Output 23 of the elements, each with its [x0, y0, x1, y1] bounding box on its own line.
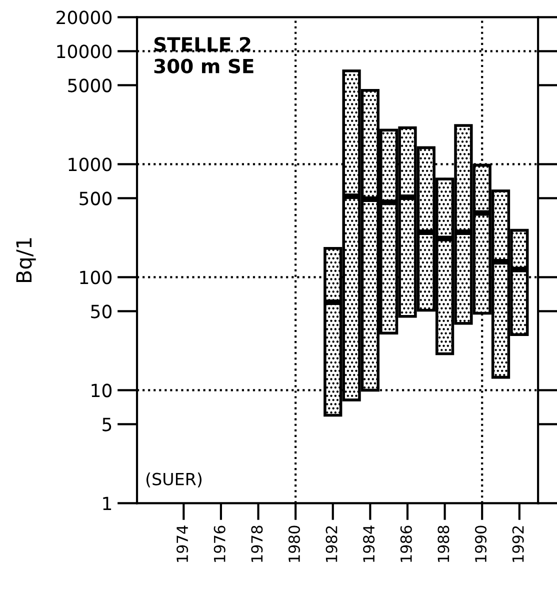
x-tick-label: 1978: [251, 526, 263, 562]
x-tick-label: 1974: [176, 526, 188, 562]
x-tick-label: 1992: [512, 526, 524, 562]
y-tick-label: 100: [80, 270, 112, 284]
y-tick-label: 20000: [56, 10, 112, 24]
y-tick-label: 10000: [57, 44, 112, 58]
y-tick-label: 50: [91, 304, 112, 318]
y-axis-title: Bq/1: [16, 238, 36, 282]
x-tick-label: 1976: [214, 526, 226, 562]
y-tick-label: 10: [92, 384, 112, 398]
y-tick-label: 500: [80, 192, 112, 206]
x-tick-label: 1982: [326, 526, 338, 562]
x-tick-label: 1980: [288, 526, 300, 562]
y-tick-label: 5000: [68, 78, 112, 92]
x-tick-label: 1990: [474, 526, 487, 562]
x-tick-label: 1984: [363, 526, 375, 562]
annotation: STELLE 2 300 m SE: [154, 36, 254, 74]
x-tick-label: 1986: [400, 526, 412, 562]
y-tick-label: 1: [103, 496, 112, 510]
annotation: (SUER): [146, 472, 202, 488]
y-tick-label: 5: [102, 418, 112, 432]
x-tick-label: 1988: [438, 526, 450, 562]
y-tick-label: 1000: [68, 158, 112, 172]
